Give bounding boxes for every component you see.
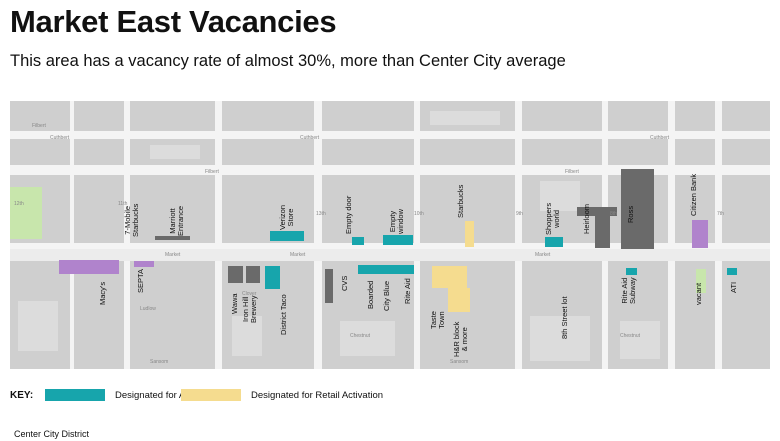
label-ati: ATI	[729, 281, 738, 293]
source-credit: Center City District	[14, 429, 90, 439]
street-label: Chestnut	[620, 333, 641, 339]
map-title: Market East Vacancies	[10, 4, 337, 39]
label-citizen-bank: Citizen Bank	[689, 173, 698, 216]
label-vacant: vacant	[694, 282, 703, 305]
legend-retail-label: Designated for Retail Activation	[251, 390, 384, 401]
label-wawa: Wawa	[230, 293, 239, 314]
street-label: Cuthbert	[650, 135, 670, 141]
empty-window-art	[383, 235, 413, 245]
label-macys: Macy's	[98, 281, 107, 305]
verizon-art	[270, 231, 304, 241]
label-septa: SEPTA	[136, 268, 145, 293]
label-ross: Ross	[626, 205, 635, 223]
label-shoppers-world: Shoppers world	[544, 202, 561, 235]
hr-block-retail	[448, 288, 470, 312]
street-label: Clover	[242, 291, 257, 297]
street-label: Filbert	[565, 169, 579, 175]
park-area	[10, 187, 42, 239]
label-rite-aid: Rite Aid	[403, 278, 412, 304]
iron-hill-building	[246, 266, 260, 283]
shoppers-world-art	[545, 237, 563, 247]
street-label: Filbert	[32, 123, 46, 129]
street-label: Market	[165, 252, 181, 258]
label-hr-block: H&R block & more	[452, 321, 469, 357]
street-label: Market	[290, 252, 306, 258]
label-verizon-store: Verizon Store	[278, 204, 295, 230]
empty-door-art	[352, 237, 364, 245]
legend-key-label: KEY:	[10, 390, 34, 401]
label-t-mobile-starbucks: 7-Mobile Starbucks	[123, 203, 140, 237]
macys-area	[59, 260, 119, 274]
ross-building	[621, 169, 654, 249]
legend-retail-swatch	[181, 389, 241, 401]
legend-art-swatch	[45, 389, 105, 401]
street-label: 8th	[610, 211, 617, 217]
wawa-building	[228, 266, 243, 283]
map-legend: KEY: Designated for Art Designated for R…	[10, 386, 770, 406]
street-label: 9th	[516, 211, 523, 217]
label-taste-town: Taste Town	[429, 311, 446, 329]
label-iron-hill-brewery: Iron Hill Brewery	[241, 295, 258, 323]
street-label: Sansom	[450, 359, 469, 365]
map-layer	[10, 101, 770, 369]
rite-aid-subway-art	[626, 268, 637, 275]
starbucks-retail	[465, 221, 474, 247]
taste-town-retail	[432, 266, 467, 288]
label-empty-door: Empty door	[344, 195, 353, 234]
street-label: 12th	[14, 201, 24, 207]
cvs-row-art	[358, 265, 414, 274]
label-8th-street-lot: 8th Street lot	[560, 296, 569, 339]
label-district-taco: District Taco	[279, 294, 288, 335]
street-label: Chestnut	[350, 333, 371, 339]
park-patch	[696, 269, 706, 293]
label-rite-aid-subway: Rite Aid Subway	[620, 277, 637, 304]
ati-art	[727, 268, 737, 275]
legend-art-label: Designated for Art	[115, 390, 192, 401]
street-label: 10th	[414, 211, 424, 217]
label-starbucks: Starbucks	[456, 184, 465, 218]
label-city-blue: City Blue	[382, 280, 391, 311]
street-map: Filbert Filbert Filbert Market Market Ma…	[10, 101, 770, 369]
label-cvs: CVS	[340, 275, 349, 291]
label-boarded: Boarded	[366, 280, 375, 309]
label-heirloom: Heirloom	[582, 203, 591, 234]
heirloom-building-b	[595, 207, 610, 248]
street-label: Sansom	[150, 359, 169, 365]
street-label: Filbert	[205, 169, 219, 175]
street-label: Ludlow	[140, 306, 156, 312]
label-marriott-entrance: Marriott Entrance	[168, 205, 185, 236]
citizen-bank-area	[692, 220, 708, 248]
marriott-building	[155, 236, 190, 240]
street-label: Cuthbert	[300, 135, 320, 141]
district-taco-art	[265, 266, 280, 289]
street-label: 7th	[717, 211, 724, 217]
street-label: Cuthbert	[50, 135, 70, 141]
label-empty-window: Empty window	[388, 208, 405, 234]
street-label: Market	[535, 252, 551, 258]
cvs-building	[325, 269, 333, 303]
septa-area	[134, 261, 154, 267]
map-subtitle: This area has a vacancy rate of almost 3…	[10, 52, 566, 70]
street-label: 13th	[316, 211, 326, 217]
street-label: 11th	[118, 201, 128, 207]
